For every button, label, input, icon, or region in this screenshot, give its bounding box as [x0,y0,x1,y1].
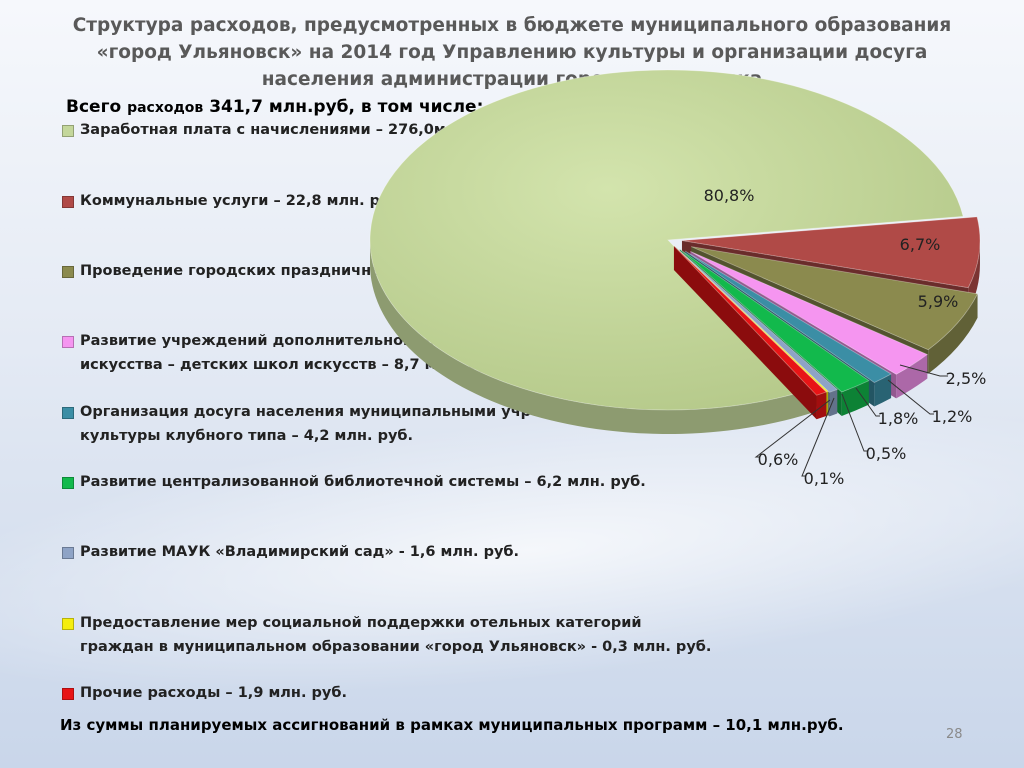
label-leader-line [754,399,831,458]
legend-item-club-leisure: Организация досуга населения муниципальн… [62,400,712,448]
legend-label: Коммунальные услуги – 22,8 млн. руб. [80,193,406,209]
legend-swatch [62,407,74,419]
legend-swatch [62,125,74,137]
legend-label: Прочие расходы – 1,9 млн. руб. [80,685,347,701]
legend-item-library-system: Развитие централизованной библиотечной с… [62,470,712,494]
legend-item-social-support: Предоставление мер социальной поддержки … [62,611,712,659]
footer-note: Из суммы планируемых ассигнований в рамк… [60,716,844,734]
label-leader-line [801,397,835,477]
slice-top [673,245,829,393]
total-expenses: Всего расходов 341,7 млн.руб, в том числ… [66,97,483,117]
total-middle: расходов [127,100,204,116]
legend-item-vladimir-garden: Развитие МАУК «Владимирский сад» - 1,6 м… [62,540,712,564]
slice-side [370,240,811,434]
slice-percent-label: 80,8% [704,186,755,205]
legend-label: Организация досуга населения муниципальн… [80,404,629,444]
slice-side [829,389,838,417]
legend-item-other: Прочие расходы – 1,9 млн. руб. [62,681,712,705]
slice-percent-label: 2,5% [946,369,987,388]
pie-slice [673,245,828,420]
label-leader-line [887,379,934,415]
slice-side [874,374,892,407]
total-prefix: Всего [66,97,122,117]
legend-swatch [62,688,74,700]
legend-swatch [62,477,74,489]
slice-top [681,216,981,289]
legend-swatch [62,196,74,208]
slice-top [691,246,979,351]
legend-label: Заработная плата с начислениями – 276,0м… [80,122,513,138]
legend-label: Развитие МАУК «Владимирский сад» - 1,6 м… [80,544,520,560]
slice-top [685,250,892,383]
slice-side [816,392,827,420]
legend-swatch [62,266,74,278]
legend-item-utilities: Коммунальные услуги – 22,8 млн. руб. [62,189,712,213]
label-leader-line [855,387,880,417]
legend-item-salary: Заработная плата с начислениями – 276,0м… [62,118,712,142]
label-leader-line [841,393,868,452]
legend-swatch [62,618,74,630]
slice-side [826,391,829,416]
total-value: 341,7 млн.руб, в том числе: [209,97,484,117]
slice-top [369,69,964,411]
legend-swatch [62,547,74,559]
slice-side [841,380,869,416]
slice-top [675,246,839,393]
legend-label: Предоставление мер социальной поддержки … [80,615,712,655]
slice-percent-label: 6,7% [900,235,941,254]
slice-percent-label: 0,6% [758,450,799,469]
slice-side [896,354,928,399]
slice-top [679,248,870,393]
slice-end [673,245,817,420]
legend-swatch [62,336,74,348]
page-number: 28 [946,727,963,742]
slice-percent-label: 0,1% [804,469,845,488]
slice-percent-label: 1,2% [932,407,973,426]
legend-label: Развитие централизованной библиотечной с… [80,474,646,490]
pie-slice [369,69,964,434]
label-leader-line [899,364,948,377]
slice-percent-label: 0,5% [866,444,907,463]
slice-top [673,245,828,396]
slice-percent-label: 1,8% [878,409,919,428]
slice-side [928,293,978,374]
slice-top [690,251,929,375]
slice-percent-label: 5,9% [918,292,959,311]
